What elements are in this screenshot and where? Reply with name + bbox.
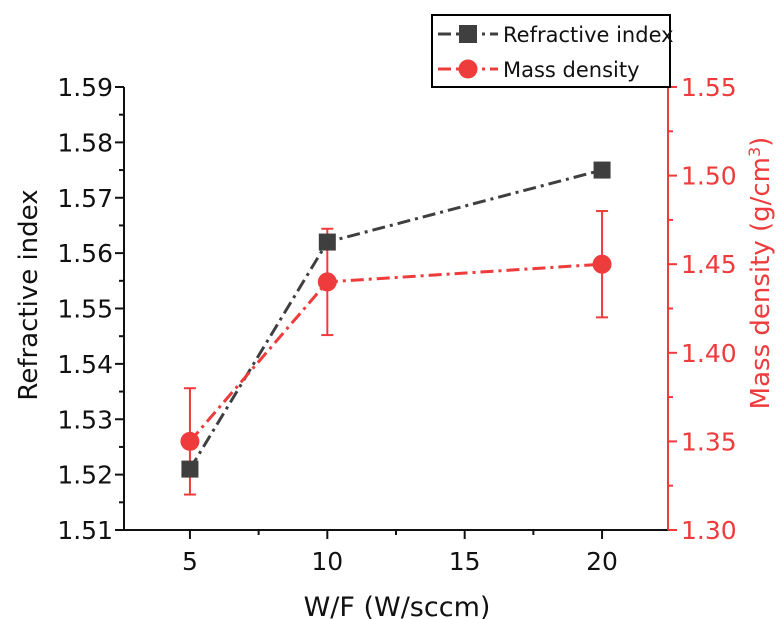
right-y-axis-label-main: Mass density (g/cm [746, 157, 776, 409]
legend-label-refractive-index: Refractive index [503, 23, 674, 47]
x-tick-label-5: 5 [182, 547, 198, 576]
x-tick-label-10: 10 [311, 547, 343, 576]
right-y-tick-label: 1.45 [681, 250, 737, 279]
left-y-axis-label: Refractive index [14, 189, 44, 400]
axes [123, 87, 669, 531]
left-y-tick-label: 1.52 [57, 461, 113, 490]
left-y-tick-label: 1.53 [57, 405, 113, 434]
marker-mass-density [180, 431, 200, 451]
left-y-tick-label: 1.59 [57, 73, 113, 102]
series-line-refractive-index [188, 168, 603, 470]
marker-mass-density [317, 272, 337, 292]
series-lines [188, 168, 603, 470]
x-tick-label-15: 15 [449, 547, 481, 576]
series-line-mass-density [188, 262, 603, 443]
right-y-axis-label-close: ) [746, 137, 776, 147]
left-y-tick-label: 1.55 [57, 295, 113, 324]
ticks: 5 10 15 20 1.51 1.52 1.53 1.54 1.55 1.56 1.57 1.58 1… [57, 73, 736, 576]
error-bars [183, 210, 609, 496]
marker-mass-density [592, 254, 612, 274]
left-y-tick-label: 1.54 [57, 350, 113, 379]
right-y-tick-label: 1.50 [681, 162, 737, 191]
x-tick-label-20: 20 [586, 547, 618, 576]
marker-refractive-index [181, 460, 199, 478]
marker-refractive-index [318, 233, 336, 251]
legend-marker-mass-density [458, 59, 478, 79]
right-y-axis-label-superscript: 3 [745, 147, 764, 157]
legend-marker-refractive-index [459, 25, 477, 43]
left-y-tick-label: 1.56 [57, 239, 113, 268]
legend: Refractive index Mass density [431, 14, 674, 88]
marker-refractive-index [593, 161, 611, 179]
right-y-tick-label: 1.40 [681, 339, 737, 368]
right-y-tick-label: 1.55 [681, 73, 737, 102]
data-markers [180, 161, 612, 478]
x-axis-label: W/F (W/sccm) [304, 592, 491, 619]
right-y-tick-label: 1.30 [681, 516, 737, 545]
legend-label-mass-density: Mass density [503, 58, 640, 82]
right-y-axis-label: Mass density (g/cm3) [745, 137, 777, 410]
left-y-tick-label: 1.58 [57, 128, 113, 157]
right-y-tick-label: 1.35 [681, 427, 737, 456]
left-y-tick-label: 1.51 [57, 516, 113, 545]
left-y-tick-label: 1.57 [57, 184, 113, 213]
